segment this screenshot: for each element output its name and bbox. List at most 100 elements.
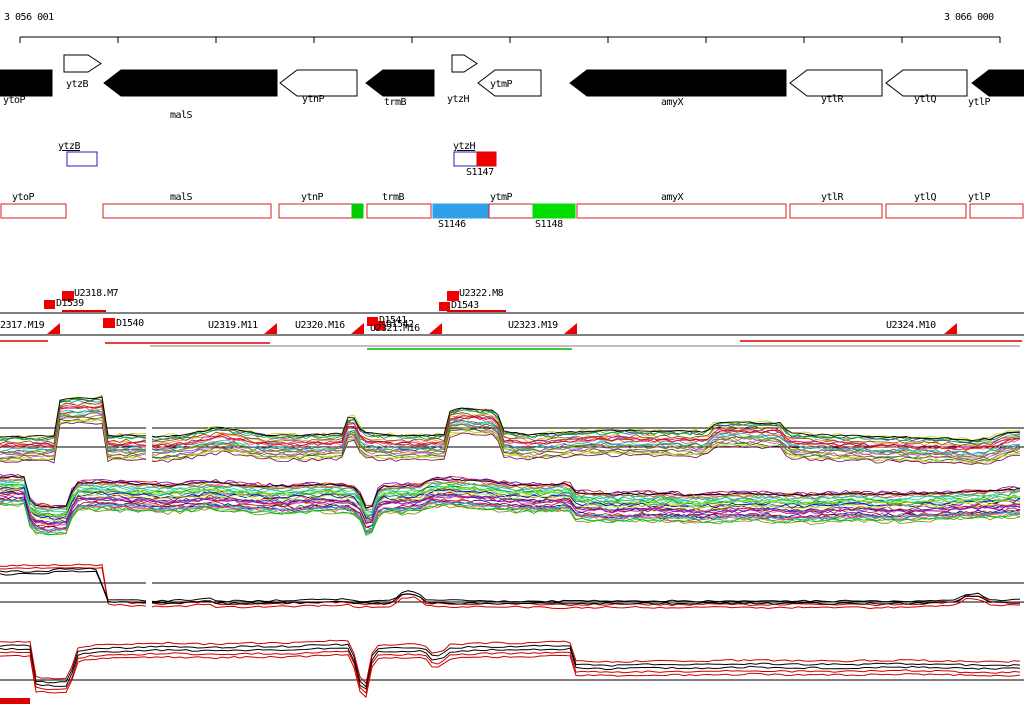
- chart-line: [0, 475, 1021, 509]
- chart-line: [0, 486, 1021, 521]
- probe-label-U2324.M10[interactable]: U2324.M10: [886, 320, 936, 331]
- gene-arrow-ytmP[interactable]: [477, 69, 542, 97]
- ruler-start-coordinate: 3 056 001: [4, 12, 54, 23]
- gene-arrow-ytlR[interactable]: [789, 69, 883, 97]
- orf-label-ytmP: ytmP: [490, 192, 513, 203]
- orf-box-ytlQ[interactable]: [885, 203, 967, 219]
- probe-label-D1543[interactable]: D1543: [451, 300, 479, 311]
- probe-label-2317.M19[interactable]: 2317.M19: [0, 320, 45, 331]
- data-gap: [146, 560, 152, 615]
- chart-line: [0, 410, 1021, 455]
- gene-label-ytzH: ytzH: [447, 94, 470, 105]
- chart-line: [0, 639, 1021, 685]
- segment-end-flag: [944, 323, 957, 334]
- orf-label-ytoP: ytoP: [12, 192, 35, 203]
- gene-arrow-ytzB[interactable]: [63, 54, 102, 73]
- orf-label-ytlQ: ytlQ: [914, 192, 937, 203]
- gene-label-ytlP: ytlP: [968, 97, 991, 108]
- chart-line: [0, 483, 1021, 516]
- probe-label-D1542[interactable]: D1542: [386, 319, 414, 330]
- gene-arrow-ytlP[interactable]: [971, 69, 1024, 97]
- orf-label-S1146: S1146: [438, 219, 466, 230]
- orf-box-ytlP[interactable]: [969, 203, 1024, 219]
- gene-label-amyX: amyX: [661, 97, 684, 108]
- probe-marker-U2318.M7[interactable]: [62, 291, 74, 301]
- orf-box-ytoP[interactable]: [0, 203, 67, 219]
- feature-label-ytzB[interactable]: ytzB: [58, 141, 81, 152]
- probe-marker-U2322.M8[interactable]: [447, 291, 459, 301]
- gene-label-trmB: trmB: [384, 97, 407, 108]
- probe-label-D1541[interactable]: D1541: [379, 315, 407, 326]
- chart-line: [0, 647, 1021, 690]
- feature-sublabel-S1147: S1147: [466, 167, 494, 178]
- gene-label-ytlR: ytlR: [821, 94, 844, 105]
- chart-line: [0, 397, 1021, 443]
- feature-box-ytzH[interactable]: [476, 151, 497, 167]
- chart-line: [0, 499, 1021, 532]
- probe-marker-D1540[interactable]: [103, 318, 115, 328]
- feature-label-ytzH[interactable]: ytzH: [453, 141, 476, 152]
- chart-line: [0, 486, 1021, 520]
- orf-label-ytlR: ytlR: [821, 192, 844, 203]
- gene-arrow-malS[interactable]: [103, 69, 278, 97]
- probe-label-U2323.M19[interactable]: U2323.M19: [508, 320, 558, 331]
- probe-label-U2322.M8[interactable]: U2322.M8: [459, 288, 504, 299]
- probe-label-U2318.M7[interactable]: U2318.M7: [74, 288, 119, 299]
- orf-label-ytnP: ytnP: [301, 192, 324, 203]
- orf-box-trmB[interactable]: [366, 203, 432, 219]
- probe-marker-D1539[interactable]: [44, 300, 55, 309]
- orf-box-S1148[interactable]: [532, 203, 576, 219]
- probe-marker-D1543[interactable]: [439, 302, 450, 311]
- data-gap: [146, 398, 152, 466]
- gene-arrow-ytnP[interactable]: [279, 69, 358, 97]
- segment-end-flag: [264, 323, 277, 334]
- chart-line: [0, 489, 1021, 523]
- probe-label-U2319.M11[interactable]: U2319.M11: [208, 320, 258, 331]
- chart-line: [0, 650, 1021, 694]
- probe-label-D1539[interactable]: D1539: [56, 298, 84, 309]
- gene-arrow-amyX[interactable]: [569, 69, 787, 97]
- chart-line: [0, 643, 1021, 688]
- chart-line: [0, 416, 1021, 462]
- gene-arrow-ytoP[interactable]: [0, 69, 53, 97]
- probe-marker-D1541[interactable]: [367, 317, 378, 326]
- gene-arrow-ytlQ[interactable]: [885, 69, 968, 97]
- orf-label-ytlP: ytlP: [968, 192, 991, 203]
- orf-box-malS[interactable]: [102, 203, 272, 219]
- probe-label-U2321.M16[interactable]: U2321.M16: [370, 323, 420, 334]
- probe-marker-D1542[interactable]: [374, 321, 385, 330]
- orf-label-malS: malS: [170, 192, 193, 203]
- probe-label-D1540[interactable]: D1540: [116, 318, 144, 329]
- orf-label-S1148: S1148: [535, 219, 563, 230]
- chart-line: [0, 653, 1021, 699]
- orf-extra-ytnP[interactable]: [351, 203, 364, 219]
- orf-box-ytlR[interactable]: [789, 203, 883, 219]
- gene-label-ytoP: ytoP: [3, 95, 26, 106]
- chart-line: [0, 570, 1020, 605]
- segment-end-flag: [429, 323, 442, 334]
- chart-line: [0, 491, 1021, 525]
- chart-line: [0, 404, 1021, 451]
- gene-label-ytmP: ytmP: [490, 79, 513, 90]
- chart-line: [0, 479, 1021, 513]
- chart-line: [0, 566, 1021, 610]
- gene-arrow-ytzH[interactable]: [451, 54, 478, 73]
- orf-label-amyX: amyX: [661, 192, 684, 203]
- gene-arrow-trmB[interactable]: [365, 69, 435, 97]
- probe-label-U2320.M16[interactable]: U2320.M16: [295, 320, 345, 331]
- feature-box-ytzB[interactable]: [66, 151, 98, 167]
- orf-label-trmB: trmB: [382, 192, 405, 203]
- chart-line: [0, 411, 1021, 458]
- chart-line: [0, 567, 1020, 603]
- orf-box-amyX[interactable]: [576, 203, 787, 219]
- chart-line: [0, 492, 1021, 526]
- ruler-end-coordinate: 3 066 000: [944, 12, 994, 23]
- gene-label-ytzB: ytzB: [66, 79, 89, 90]
- chart-line: [0, 502, 1021, 536]
- chart-line: [0, 419, 1021, 464]
- chart-marker-rect: [0, 698, 30, 704]
- chart-line: [0, 396, 1021, 442]
